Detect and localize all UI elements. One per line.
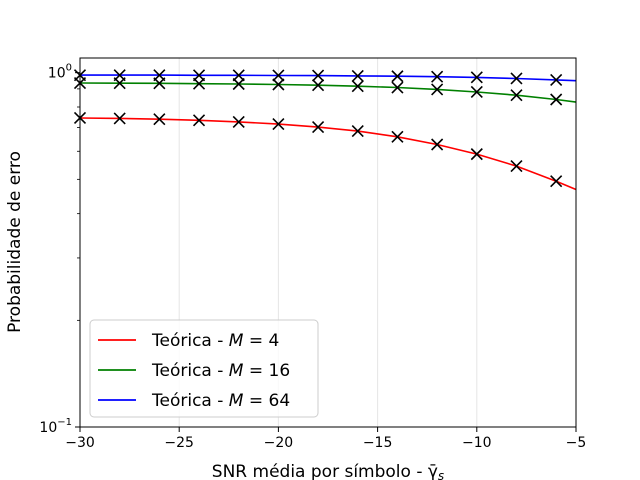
y-axis-label: Probabilidade de erro — [5, 151, 25, 333]
data-marker — [391, 130, 404, 143]
data-marker — [312, 69, 325, 82]
plot-frame — [79, 57, 577, 428]
data-marker — [550, 73, 563, 86]
series-line — [80, 74, 577, 82]
data-marker — [470, 71, 483, 84]
data-marker — [550, 93, 563, 106]
data-marker — [470, 148, 483, 161]
x-tick-label: −25 — [164, 435, 194, 451]
data-marker — [113, 69, 126, 82]
x-tick-label: −10 — [462, 435, 492, 451]
data-marker — [431, 138, 444, 151]
x-tick-label: −30 — [65, 435, 95, 451]
data-marker — [113, 112, 126, 125]
data-marker — [272, 78, 285, 91]
data-marker — [312, 121, 325, 134]
x-tick-label: −20 — [264, 435, 294, 451]
data-marker — [510, 160, 523, 173]
data-marker — [232, 77, 245, 91]
data-marker — [153, 69, 166, 82]
data-marker — [272, 118, 285, 131]
x-tick-label: −5 — [566, 435, 587, 451]
x-axis-label: SNR média por símbolo - γ̄s — [212, 462, 444, 480]
data-marker — [272, 69, 285, 82]
data-marker — [351, 125, 364, 138]
legend-entry: Teórica - M = 4 — [151, 331, 279, 351]
series-line — [79, 117, 577, 191]
data-marker — [510, 89, 523, 102]
data-marker — [351, 80, 364, 93]
data-marker — [192, 114, 206, 127]
data-marker — [431, 70, 444, 83]
data-marker — [351, 69, 364, 82]
x-axis-label-text: SNR média por símbolo - γ̄ — [212, 462, 438, 480]
data-marker — [153, 113, 166, 126]
series-markers — [73, 69, 563, 188]
data-marker — [391, 81, 404, 94]
data-marker — [470, 85, 483, 99]
legend-entry: Teórica - M = 64 — [151, 391, 290, 411]
y-axis-ticks: 100 10−1 — [39, 63, 80, 436]
legend: Teórica - M = 4 Teórica - M = 16 Teórica -… — [89, 319, 319, 418]
y-tick-label: 10−1 — [39, 417, 72, 436]
legend-entry: Teórica - M = 16 — [151, 361, 290, 381]
x-axis-ticks: −30 −25 −20 −15 −10 −5 — [65, 427, 586, 451]
data-marker — [550, 175, 563, 188]
x-axis-label-subscript: s — [438, 469, 444, 480]
series-line — [79, 82, 577, 103]
y-tick-label: 100 — [48, 63, 72, 82]
data-marker — [232, 115, 245, 129]
data-marker — [510, 72, 523, 85]
x-tick-label: −15 — [363, 435, 393, 451]
data-marker — [232, 69, 245, 82]
data-marker — [391, 70, 404, 83]
data-marker — [312, 79, 325, 92]
data-marker — [431, 83, 444, 96]
data-marker — [192, 69, 206, 82]
series-lines — [79, 74, 577, 191]
legend-box — [89, 319, 319, 418]
